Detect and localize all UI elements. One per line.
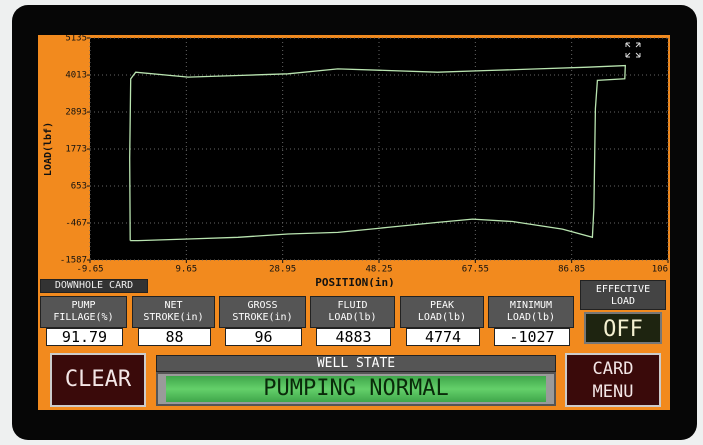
effective-load-label-line: EFFECTIVE bbox=[595, 284, 651, 295]
x-tick-label: 106.15 bbox=[652, 265, 670, 275]
effective-load-label: EFFECTIVE LOAD bbox=[580, 280, 666, 310]
x-tick-label: 67.55 bbox=[462, 265, 489, 275]
readout-value: 91.79 bbox=[46, 328, 123, 346]
readout-label: MINIMUM LOAD(lb) bbox=[488, 296, 574, 328]
x-tick-label: 48.25 bbox=[365, 265, 392, 275]
readout-label-line: LOAD(lb) bbox=[417, 312, 467, 323]
effective-load-label-line: LOAD bbox=[610, 296, 636, 307]
readout-label-line: LOAD(lb) bbox=[328, 312, 377, 323]
readout-label-line: LOAD(lb) bbox=[506, 312, 556, 323]
y-tick-label: -1587 bbox=[60, 256, 87, 266]
x-tick-label: 86.85 bbox=[558, 265, 585, 275]
readout-label-line: STROKE(in) bbox=[143, 312, 204, 323]
readout-label-line: PUMP bbox=[71, 300, 96, 311]
chart: LOAD(lbf) POSITION(in) -1587 -467 653 1773 2… bbox=[43, 35, 670, 287]
clear-button[interactable]: CLEAR bbox=[50, 353, 146, 407]
readout-label-line: FLUID bbox=[337, 300, 368, 311]
effective-load-state[interactable]: OFF bbox=[584, 312, 662, 344]
y-tick-label: 4013 bbox=[65, 71, 87, 81]
readout-label-line: NET bbox=[164, 300, 183, 311]
menu-button[interactable]: CARD MENU bbox=[565, 353, 661, 407]
readout-value: 96 bbox=[225, 328, 302, 346]
card-label: DOWNHOLE CARD bbox=[40, 279, 148, 293]
x-tick-label: -9.65 bbox=[76, 265, 103, 275]
readout-label-line: PEAK bbox=[429, 300, 455, 311]
well-state-label: WELL STATE bbox=[156, 355, 556, 372]
y-tick-label: 2893 bbox=[65, 108, 87, 118]
menu-button-line: MENU bbox=[592, 382, 634, 402]
readout-value: 4774 bbox=[406, 328, 480, 346]
readout-label: NET STROKE(in) bbox=[132, 296, 215, 328]
well-state-value: PUMPING NORMAL bbox=[166, 376, 546, 402]
hmi-panel: LOAD(lbf) POSITION(in) -1587 -467 653 1773 2… bbox=[38, 35, 670, 410]
expand-icon bbox=[625, 42, 641, 58]
readout-value: -1027 bbox=[494, 328, 570, 346]
y-tick-label: 653 bbox=[71, 182, 87, 192]
readout-value: 88 bbox=[138, 328, 211, 346]
x-axis-title: POSITION(in) bbox=[315, 276, 394, 287]
y-tick-label: 5135 bbox=[65, 35, 87, 44]
readout-value: 4883 bbox=[316, 328, 391, 346]
readout-label-line: FILLAGE(%) bbox=[53, 312, 114, 323]
readout-label: PUMP FILLAGE(%) bbox=[40, 296, 127, 328]
menu-button-line: CARD bbox=[592, 359, 634, 379]
x-tick-label: 28.95 bbox=[269, 265, 296, 275]
readout-label-line: GROSS bbox=[247, 300, 278, 311]
readout-label: PEAK LOAD(lb) bbox=[400, 296, 484, 328]
readout-label: FLUID LOAD(lb) bbox=[310, 296, 395, 328]
readout-label-line: STROKE(in) bbox=[232, 312, 293, 323]
card-line bbox=[129, 64, 626, 242]
y-tick-label: 1773 bbox=[65, 145, 87, 155]
y-tick-label: -467 bbox=[65, 219, 87, 229]
y-axis-title: LOAD(lbf) bbox=[43, 122, 54, 176]
x-tick-label: 9.65 bbox=[175, 265, 197, 275]
readout-label-line: MINIMUM bbox=[509, 300, 553, 311]
readout-label: GROSS STROKE(in) bbox=[219, 296, 306, 328]
